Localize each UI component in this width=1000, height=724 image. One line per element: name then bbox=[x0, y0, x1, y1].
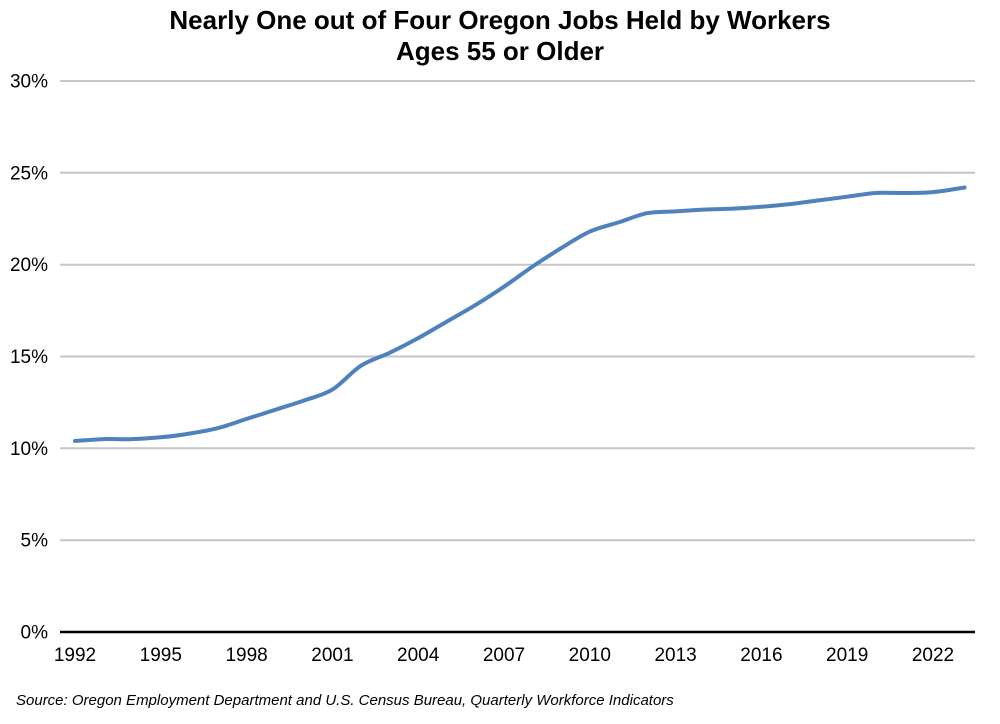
chart-title-line1: Nearly One out of Four Oregon Jobs Held … bbox=[169, 5, 831, 35]
y-axis-labels: 0% 5% 10% 15% 20% 25% 30% bbox=[10, 72, 48, 644]
y-tick-label: 5% bbox=[21, 531, 49, 552]
x-axis-labels: 1992 1995 1998 2001 2004 2007 2010 2013 2016 2019… bbox=[54, 645, 954, 666]
x-tick-label: 2013 bbox=[654, 645, 696, 666]
y-tick-label: 0% bbox=[21, 623, 49, 644]
data-line-series bbox=[73, 185, 967, 443]
x-tick-label: 1992 bbox=[54, 645, 96, 666]
y-tick-label: 30% bbox=[10, 72, 48, 93]
x-tick-label: 2019 bbox=[826, 645, 868, 666]
gridlines bbox=[60, 80, 975, 634]
x-tick-label: 2016 bbox=[740, 645, 782, 666]
x-tick-label: 2010 bbox=[569, 645, 611, 666]
x-tick-label: 1995 bbox=[140, 645, 182, 666]
source-note: Source: Oregon Employment Department and… bbox=[16, 692, 674, 709]
y-tick-label: 15% bbox=[10, 347, 48, 368]
chart-title-line2: Ages 55 or Older bbox=[395, 36, 605, 66]
y-tick-label: 25% bbox=[10, 163, 48, 184]
chart-title: Nearly One out of Four Oregon Jobs Held … bbox=[0, 5, 1000, 67]
y-tick-label: 20% bbox=[10, 255, 48, 276]
x-tick-label: 2004 bbox=[397, 645, 440, 666]
x-tick-label: 1998 bbox=[225, 645, 267, 666]
y-tick-label: 10% bbox=[10, 439, 48, 460]
x-tick-label: 2007 bbox=[483, 645, 525, 666]
x-tick-label: 2001 bbox=[311, 645, 353, 666]
x-tick-label: 2022 bbox=[912, 645, 954, 666]
